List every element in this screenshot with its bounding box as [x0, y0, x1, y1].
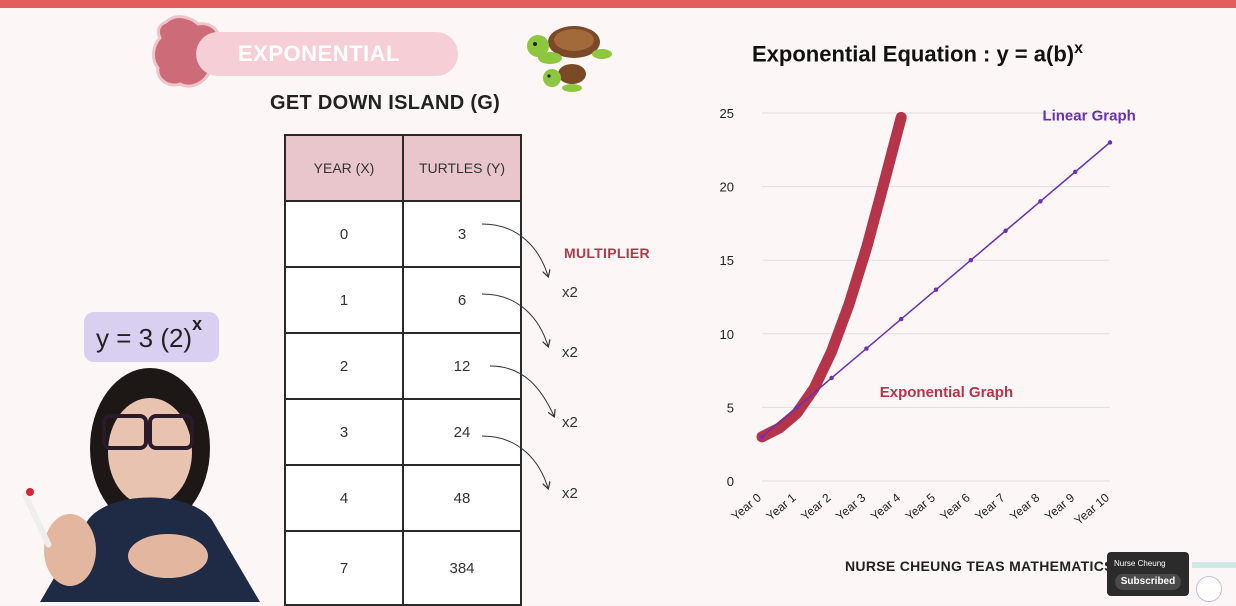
linear-data-point [1038, 199, 1043, 204]
column-header-turtles: TURTLES (Y) [402, 134, 522, 202]
turtles-cell: 6 [402, 266, 522, 334]
multiplier-arrow [481, 293, 548, 346]
year-cell: 1 [284, 266, 404, 334]
multiplier-arrows [481, 223, 570, 510]
multiplier-arrow [489, 365, 554, 416]
x-tick-label: Year 3 [833, 490, 868, 523]
chart-title-exponent: x [1074, 40, 1083, 57]
island-title: GET DOWN ISLAND (G) [270, 92, 501, 114]
linear-data-point [1107, 140, 1113, 145]
x-tick-label: Year 7 [972, 490, 1007, 523]
exponential-series-line [756, 111, 907, 443]
x-tick-label: Year 0 [729, 490, 764, 523]
turtles-cell: 3 [402, 200, 522, 268]
chart-title-base: Exponential Equation : y = a(b) [752, 41, 1075, 67]
y-tick-label: 20 [720, 180, 734, 195]
year-cell: 3 [284, 398, 404, 466]
multiplier-arrow [481, 435, 548, 488]
y-tick-label: 10 [720, 327, 734, 342]
multiplier-label: MULTIPLIER [564, 245, 650, 261]
turtles-illustration-icon [527, 26, 612, 92]
x-tick-label: Year 5 [903, 490, 938, 523]
multiplier-factor: x2 [562, 414, 578, 431]
subscribe-button[interactable]: Subscribed [1115, 574, 1181, 590]
linear-series-label: Linear Graph [1042, 107, 1135, 124]
x-tick-label: Year 8 [1007, 490, 1042, 523]
table-row: 7 384 [284, 530, 522, 606]
y-tick-label: 5 [727, 400, 734, 415]
x-tick-label: Year 6 [937, 490, 972, 523]
multiplier-factor: x2 [562, 284, 578, 301]
multiplier-factor: x2 [562, 344, 578, 361]
table-row: 3 24 [284, 398, 522, 466]
table-row: 2 12 [284, 332, 522, 400]
exponential-vs-linear-chart: 0 5 10 15 20 25 Year 0 Year 1 Year 2 Year 3 Year 4… [720, 106, 1136, 528]
channel-name: Nurse Cheung [1114, 559, 1166, 568]
linear-data-point [1073, 169, 1078, 175]
equation-base: y = 3 (2) [96, 323, 193, 353]
x-tick-label: Year 1 [763, 490, 798, 523]
turtles-cell: 48 [402, 464, 522, 532]
turtles-cell: 384 [402, 530, 522, 606]
table-row: 4 48 [284, 464, 522, 532]
year-cell: 2 [284, 332, 404, 400]
top-accent-bar [0, 0, 1236, 8]
y-tick-label: 25 [720, 106, 734, 121]
linear-data-point [899, 316, 904, 322]
x-tick-label: Year 2 [798, 490, 833, 523]
footer-brand: NURSE CHEUNG TEAS MATHEMATICS [845, 558, 1114, 574]
y-tick-label: 15 [720, 253, 734, 268]
linear-data-point [933, 287, 939, 292]
x-tick-label: Year 10 [1072, 490, 1113, 527]
chart-title: Exponential Equation : y = a(b)x [752, 40, 1083, 67]
channel-logo-icon[interactable] [1196, 576, 1222, 602]
multiplier-factor: x2 [562, 485, 578, 502]
linear-data-point [759, 434, 765, 440]
linear-data-point [864, 346, 869, 351]
table-row: 0 3 [284, 200, 522, 268]
linear-data-point [794, 405, 799, 410]
presenter-webcam-image [22, 368, 260, 602]
equation-exponent: x [192, 314, 203, 334]
year-cell: 7 [284, 530, 404, 606]
linear-data-point [968, 258, 973, 263]
year-cell: 4 [284, 464, 404, 532]
footer-accent-strip [1192, 562, 1236, 568]
turtles-cell: 24 [402, 398, 522, 466]
linear-data-point [829, 375, 834, 381]
turtles-cell: 12 [402, 332, 522, 400]
table-row: 1 6 [284, 266, 522, 334]
column-header-year: YEAR (X) [284, 134, 404, 202]
equation-box: y = 3 (2)x [84, 312, 219, 362]
y-tick-label: 0 [727, 474, 734, 489]
linear-data-point [1003, 228, 1008, 233]
subscribe-card: Nurse Cheung Subscribed [1107, 552, 1189, 596]
year-cell: 0 [284, 200, 404, 268]
slide-background [0, 8, 1236, 602]
section-label-pill: EXPONENTIAL [196, 32, 458, 76]
section-label: EXPONENTIAL [238, 41, 400, 66]
multiplier-arrow [481, 223, 548, 276]
exponential-series-label: Exponential Graph [880, 384, 1013, 401]
x-tick-label: Year 4 [868, 490, 903, 523]
table-header-row: YEAR (X) TURTLES (Y) [284, 134, 522, 202]
